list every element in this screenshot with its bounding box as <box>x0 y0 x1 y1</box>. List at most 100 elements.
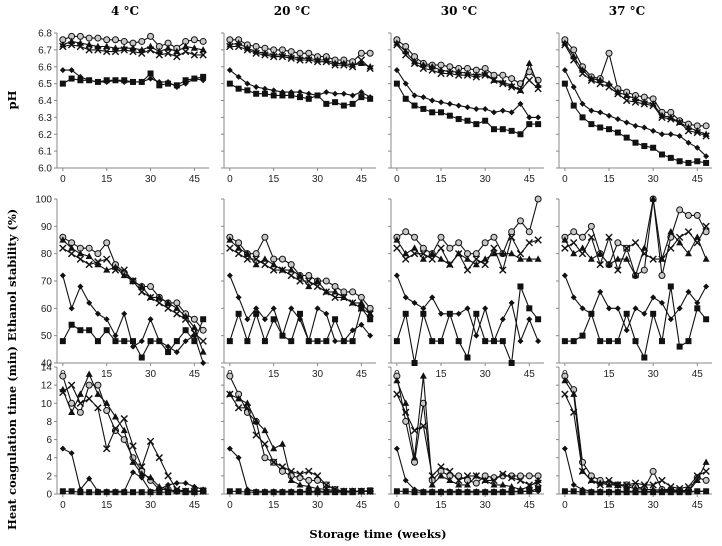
point-square <box>314 92 321 99</box>
point-square <box>464 117 471 124</box>
point-square <box>68 321 75 328</box>
point-x <box>199 337 207 345</box>
point-circle-open <box>366 49 374 57</box>
y-tick-label: 6.4 <box>38 96 52 107</box>
point-square <box>614 338 621 345</box>
point-x <box>490 476 498 485</box>
point-circle-open <box>684 211 692 219</box>
point-diamond <box>517 338 524 345</box>
point-triangle <box>561 376 569 384</box>
point-x <box>667 483 675 491</box>
series-x <box>59 381 207 495</box>
point-circle-open <box>472 250 480 258</box>
point-diamond <box>261 316 268 323</box>
series-x <box>561 222 710 274</box>
point-square <box>446 310 453 317</box>
series-circle-open <box>561 372 710 494</box>
point-square <box>288 338 295 345</box>
point-x <box>534 84 542 93</box>
point-triangle <box>287 476 295 483</box>
point-square <box>420 310 427 317</box>
point-triangle <box>296 481 304 488</box>
point-x <box>605 83 613 91</box>
point-diamond <box>676 132 683 139</box>
point-square <box>667 283 674 290</box>
point-x <box>561 390 569 398</box>
point-triangle <box>261 426 269 434</box>
point-diamond <box>455 102 462 109</box>
point-square <box>323 100 330 107</box>
x-tick-label: 45 <box>189 174 201 185</box>
point-diamond <box>235 294 242 301</box>
point-x <box>296 277 304 285</box>
point-x <box>534 479 542 487</box>
point-circle-open <box>199 326 207 334</box>
point-square <box>420 489 427 496</box>
point-circle-open <box>419 244 427 252</box>
point-x <box>454 71 463 79</box>
series-circle-open <box>561 195 710 280</box>
point-x <box>261 260 269 269</box>
point-triangle <box>305 54 313 61</box>
point-circle-open <box>138 37 146 45</box>
point-diamond <box>464 104 471 111</box>
x-tick-label: 15 <box>268 174 280 185</box>
point-square <box>561 80 568 87</box>
point-diamond <box>579 305 586 312</box>
point-x <box>507 473 516 482</box>
point-triangle <box>481 69 489 77</box>
point-circle-open <box>76 32 84 40</box>
point-diamond <box>68 450 75 457</box>
point-triangle <box>76 249 84 257</box>
point-diamond <box>314 305 321 312</box>
point-x <box>667 115 675 123</box>
x-tick-label: 45 <box>692 369 704 380</box>
point-circle-open <box>525 228 533 236</box>
point-triangle <box>693 476 701 483</box>
point-triangle <box>525 482 533 490</box>
point-diamond <box>641 124 648 131</box>
point-diamond <box>402 294 409 301</box>
series-line <box>564 39 707 127</box>
point-x <box>622 481 631 489</box>
point-x <box>667 244 675 252</box>
point-diamond <box>323 89 330 96</box>
y-tick-label: 0 <box>46 490 52 501</box>
point-x <box>243 46 252 54</box>
point-circle-open <box>68 399 76 407</box>
panel-r0-c2: 0 15 30 45 <box>388 32 544 185</box>
point-square <box>393 338 400 345</box>
x-tick-label: 0 <box>394 500 400 511</box>
point-triangle <box>199 348 207 355</box>
point-square <box>147 338 154 345</box>
point-x <box>490 76 498 84</box>
point-x <box>419 422 428 430</box>
point-x <box>561 244 569 252</box>
point-x <box>296 470 304 478</box>
point-diamond <box>147 316 154 323</box>
point-diamond <box>226 445 233 452</box>
point-circle-open <box>305 476 313 484</box>
point-diamond <box>121 310 128 317</box>
point-x <box>287 467 295 476</box>
point-square <box>200 316 207 323</box>
point-diamond <box>130 343 136 350</box>
series-line <box>564 393 707 490</box>
point-triangle <box>226 236 234 243</box>
point-diamond <box>703 283 710 290</box>
point-circle-open <box>59 372 67 380</box>
point-square <box>570 338 577 345</box>
point-square <box>340 102 347 109</box>
point-x <box>454 249 463 258</box>
series-square <box>59 487 207 496</box>
point-triangle <box>85 41 93 48</box>
point-square <box>473 310 480 317</box>
point-square <box>411 360 418 366</box>
series-diamond <box>226 272 374 345</box>
point-circle-open <box>614 239 622 247</box>
x-tick-label: 0 <box>227 500 233 511</box>
point-square <box>332 489 339 496</box>
point-diamond <box>535 338 542 345</box>
point-x <box>199 51 207 59</box>
